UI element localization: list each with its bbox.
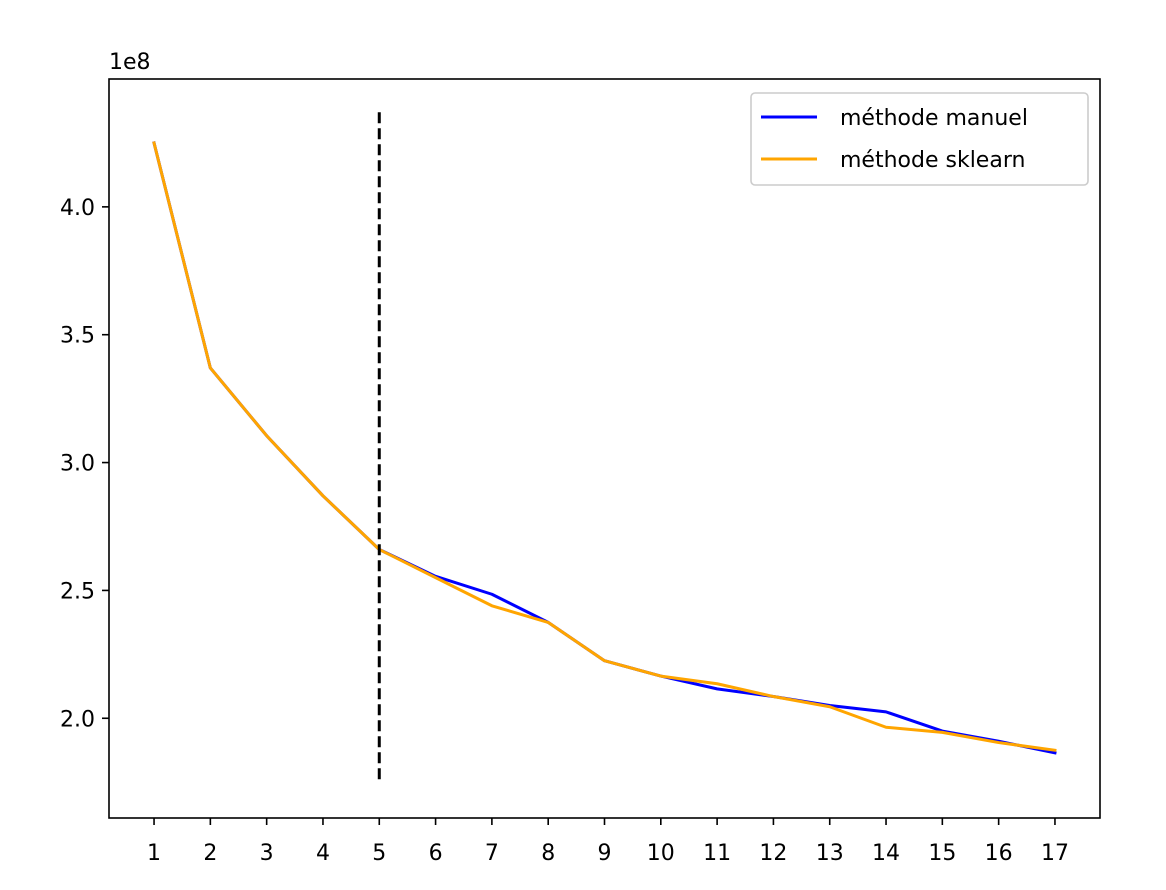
x-tick-label: 5 xyxy=(372,841,386,866)
y-tick-label: 4.0 xyxy=(60,196,95,221)
x-axis: 1 2 3 4 5 6 7 8 9 10 11 12 13 14 15 16 17 xyxy=(147,818,1069,866)
y-tick-label: 3.0 xyxy=(60,452,95,477)
legend-label: méthode sklearn xyxy=(840,148,1025,173)
y-tick-label: 3.5 xyxy=(60,324,95,349)
x-tick-label: 4 xyxy=(316,841,330,866)
x-tick-label: 1 xyxy=(147,841,161,866)
y-tick-label: 2.5 xyxy=(60,579,95,604)
x-tick-label: 17 xyxy=(1041,841,1069,866)
legend-box xyxy=(750,92,1089,186)
x-tick-label: 11 xyxy=(703,841,731,866)
x-tick-label: 7 xyxy=(485,841,499,866)
x-tick-label: 10 xyxy=(647,841,675,866)
x-tick-label: 15 xyxy=(928,841,956,866)
legend: méthode manuel méthode sklearn xyxy=(750,92,1089,186)
y-axis: 2.0 2.5 3.0 3.5 4.0 xyxy=(60,196,109,732)
x-tick-label: 16 xyxy=(985,841,1013,866)
x-tick-label: 3 xyxy=(260,841,274,866)
x-tick-label: 9 xyxy=(598,841,612,866)
x-tick-label: 14 xyxy=(872,841,900,866)
y-tick-label: 2.0 xyxy=(60,707,95,732)
y-axis-offset-label: 1e8 xyxy=(109,50,151,75)
x-tick-label: 2 xyxy=(203,841,217,866)
x-tick-label: 8 xyxy=(541,841,555,866)
x-tick-label: 12 xyxy=(759,841,787,866)
plot-area xyxy=(152,112,1057,783)
legend-label: méthode manuel xyxy=(840,106,1028,131)
x-tick-label: 6 xyxy=(429,841,443,866)
x-tick-label: 13 xyxy=(816,841,844,866)
